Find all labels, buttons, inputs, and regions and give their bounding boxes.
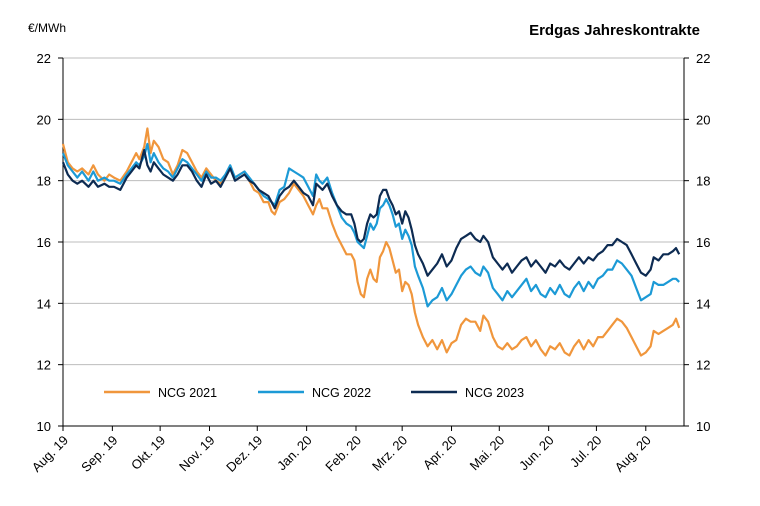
legend-label: NCG 2022 (312, 386, 371, 400)
x-tick-label: Aug. 19 (29, 433, 71, 475)
y-tick-label-left: 14 (37, 296, 51, 311)
x-tick-label: Nov. 19 (176, 433, 218, 475)
legend-label: NCG 2021 (158, 386, 217, 400)
x-tick-label: Jul. 20 (567, 433, 605, 471)
axes (58, 57, 689, 431)
y-tick-label-left: 20 (37, 112, 51, 127)
y-tick-label-left: 16 (37, 235, 51, 250)
y-tick-label-right: 16 (696, 235, 710, 250)
y-tick-label-left: 10 (37, 419, 51, 434)
x-tick-label: Sep. 19 (78, 433, 120, 475)
y-tick-label-right: 12 (696, 358, 710, 373)
x-tick-label: Apr. 20 (420, 433, 460, 473)
y-tick-label-right: 14 (696, 296, 710, 311)
y-tick-label-right: 18 (696, 174, 710, 189)
x-tick-label: Dez. 19 (223, 433, 265, 475)
x-tick-label: Aug. 20 (612, 433, 654, 475)
chart-title: Erdgas Jahreskontrakte (529, 22, 700, 39)
y-tick-label-left: 12 (37, 358, 51, 373)
series-lines (61, 127, 681, 357)
x-tick-label: Mrz. 20 (369, 433, 410, 474)
y-unit-label: €/MWh (28, 21, 66, 35)
x-tick-label: Feb. 20 (322, 433, 364, 475)
legend: NCG 2021 NCG 2022 NCG 2023 (104, 386, 524, 400)
series-line-ncg-2021 (61, 127, 681, 357)
series-line-ncg-2023 (61, 148, 681, 277)
x-tick-label: Jun. 20 (516, 433, 557, 474)
y-tick-label-right: 10 (696, 419, 710, 434)
x-tick-labels: Aug. 19 Sep. 19 Okt. 19 Nov. 19 Dez. 19 Jan. … (29, 433, 654, 475)
y-tick-label-left: 22 (37, 51, 51, 66)
x-tick-label: Okt. 19 (128, 433, 168, 473)
x-tick-label: Jan. 20 (274, 433, 315, 474)
y-tick-label-right: 22 (696, 51, 710, 66)
x-tick-label: Mai. 20 (467, 433, 508, 474)
y-tick-label-left: 18 (37, 174, 51, 189)
series-line-ncg-2022 (61, 142, 680, 308)
y-tick-label-right: 20 (696, 112, 710, 127)
y-tick-labels: 10 10 12 12 14 14 16 16 18 18 20 20 22 22 (37, 51, 711, 434)
grid-lines (63, 57, 684, 427)
legend-label: NCG 2023 (465, 386, 524, 400)
